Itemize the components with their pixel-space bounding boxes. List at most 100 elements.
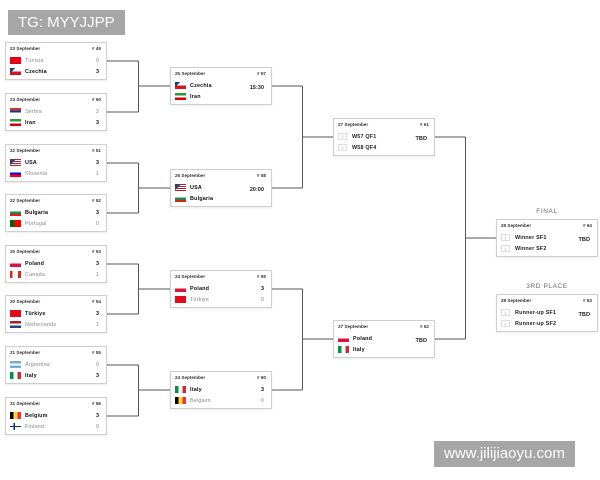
match-card[interactable]: 27 September # 62 Poland Italy TBD [333, 320, 435, 358]
team-name: Poland [25, 260, 45, 267]
team-row: Slovenia 1 [10, 169, 99, 178]
flag-icon [175, 93, 186, 100]
team-score: 3 [96, 412, 99, 419]
team-score: 3 [96, 372, 99, 379]
flag-icon [10, 119, 21, 126]
match-header: 23 September # 50 [10, 97, 101, 102]
match-number: # 60 [257, 375, 266, 380]
team-name: Winner SF2 [515, 245, 547, 252]
team-row: ∨ W57 QF1 [338, 132, 427, 141]
match-time: 15:30 [249, 85, 264, 91]
match-header: 24 September # 60 [175, 375, 266, 380]
team-name: Netherlands [25, 321, 57, 328]
team-name: USA [25, 159, 37, 166]
flag-icon [175, 285, 186, 292]
team-name: W57 QF1 [352, 133, 377, 140]
match-date: 28 September [501, 223, 532, 228]
team-row: ∨ W58 QF4 [338, 143, 427, 152]
match-card[interactable]: 22 September # 51 USA 3 Slovenia 1 [5, 144, 107, 182]
match-card[interactable]: 27 September # 61 ∨ W57 QF1 ∨ W58 QF4 TBD [333, 118, 435, 156]
match-number: # 57 [257, 71, 266, 76]
team-name: Belgium [25, 412, 48, 419]
team-name: Runner-up SF1 [515, 309, 557, 316]
team-name: Poland [353, 335, 373, 342]
match-card[interactable]: 24 September # 60 Italy 3 Belgium 0 [170, 371, 272, 409]
team-name: Poland [190, 285, 210, 292]
team-row: Poland [338, 334, 427, 343]
flag-icon [175, 296, 186, 303]
team-score: 1 [96, 271, 99, 278]
team-name: Finland [25, 423, 45, 430]
match-card[interactable]: 25 September # 57 Czechia Iran 15:30 [170, 67, 272, 105]
team-name: Türkiye [25, 310, 46, 317]
placeholder-icon: ∨ [501, 309, 510, 316]
team-row: Türkiye 0 [175, 295, 264, 304]
flag-icon [10, 209, 21, 216]
match-card[interactable]: 28 September # 63 ∨ Runner-up SF1 ∨ Runner-up… [496, 294, 598, 332]
placeholder-icon: ∨ [338, 144, 347, 151]
flag-icon [175, 184, 186, 191]
match-card[interactable]: 28 September # 64 ∨ Winner SF1 ∨ Winner SF2 TB… [496, 219, 598, 257]
team-row: Canada 1 [10, 270, 99, 279]
team-row: Italy 3 [175, 385, 264, 394]
match-card[interactable]: 22 September # 52 Bulgaria 3 Portugal 0 [5, 194, 107, 232]
team-row: Poland 3 [175, 284, 264, 293]
team-score: 3 [96, 209, 99, 216]
match-card[interactable]: 25 September # 58 USA Bulgaria 20:00 [170, 169, 272, 207]
match-header: 24 September # 59 [175, 274, 266, 279]
flag-icon [10, 170, 21, 177]
match-card[interactable]: 21 September # 55 Argentina 0 Italy 3 [5, 346, 107, 384]
team-score: 1 [96, 321, 99, 328]
team-name: Tunisia [25, 57, 44, 64]
flag-icon [10, 412, 21, 419]
team-name: Belgium [190, 397, 211, 404]
team-row: Bulgaria [175, 194, 264, 203]
team-score: 3 [261, 386, 264, 393]
match-header: 25 September # 58 [175, 173, 266, 178]
team-score: 3 [96, 159, 99, 166]
match-date: 24 September [175, 274, 206, 279]
third-place-label: 3RD PLACE [526, 283, 568, 290]
team-score: 3 [96, 119, 99, 126]
team-score: 0 [261, 397, 264, 404]
team-name: Argentina [25, 361, 50, 368]
team-row: Netherlands 1 [10, 320, 99, 329]
match-header: 23 September # 49 [10, 46, 101, 51]
team-score: 3 [96, 310, 99, 317]
team-row: Serbia 2 [10, 107, 99, 116]
team-score: 1 [96, 170, 99, 177]
flag-icon [10, 68, 21, 75]
placeholder-icon: ∨ [338, 133, 347, 140]
match-date: 25 September [175, 71, 206, 76]
team-row: Italy 3 [10, 371, 99, 380]
match-card[interactable]: 23 September # 50 Serbia 2 Iran 3 [5, 93, 107, 131]
match-number: # 62 [420, 324, 429, 329]
team-row: Belgium 3 [10, 411, 99, 420]
match-number: # 51 [92, 148, 101, 153]
match-date: 21 September [10, 350, 41, 355]
match-card[interactable]: 20 September # 53 Poland 3 Canada 1 [5, 245, 107, 283]
flag-icon [175, 195, 186, 202]
match-number: # 55 [92, 350, 101, 355]
team-row: ∨ Runner-up SF2 [501, 319, 590, 328]
match-number: # 49 [92, 46, 101, 51]
match-date: 24 September [175, 375, 206, 380]
team-row: ∨ Runner-up SF1 [501, 308, 590, 317]
match-card[interactable]: 21 September # 56 Belgium 3 Finland 0 [5, 397, 107, 435]
match-card[interactable]: 24 September # 59 Poland 3 Türkiye 0 [170, 270, 272, 308]
flag-icon [10, 310, 21, 317]
match-card[interactable]: 23 September # 49 Tunisia 0 Czechia 3 [5, 42, 107, 80]
match-card[interactable]: 20 September # 54 Türkiye 3 Netherlands 1 [5, 295, 107, 333]
team-score: 3 [261, 285, 264, 292]
team-row: USA 3 [10, 158, 99, 167]
match-date: 21 September [10, 401, 41, 406]
flag-icon [175, 386, 186, 393]
team-name: Portugal [25, 220, 47, 227]
team-score: 0 [96, 220, 99, 227]
team-row: Türkiye 3 [10, 309, 99, 318]
match-header: 25 September # 57 [175, 71, 266, 76]
match-time: 20:00 [249, 187, 264, 193]
flag-icon [10, 260, 21, 267]
match-date: 23 September [10, 97, 41, 102]
team-row: Argentina 0 [10, 360, 99, 369]
